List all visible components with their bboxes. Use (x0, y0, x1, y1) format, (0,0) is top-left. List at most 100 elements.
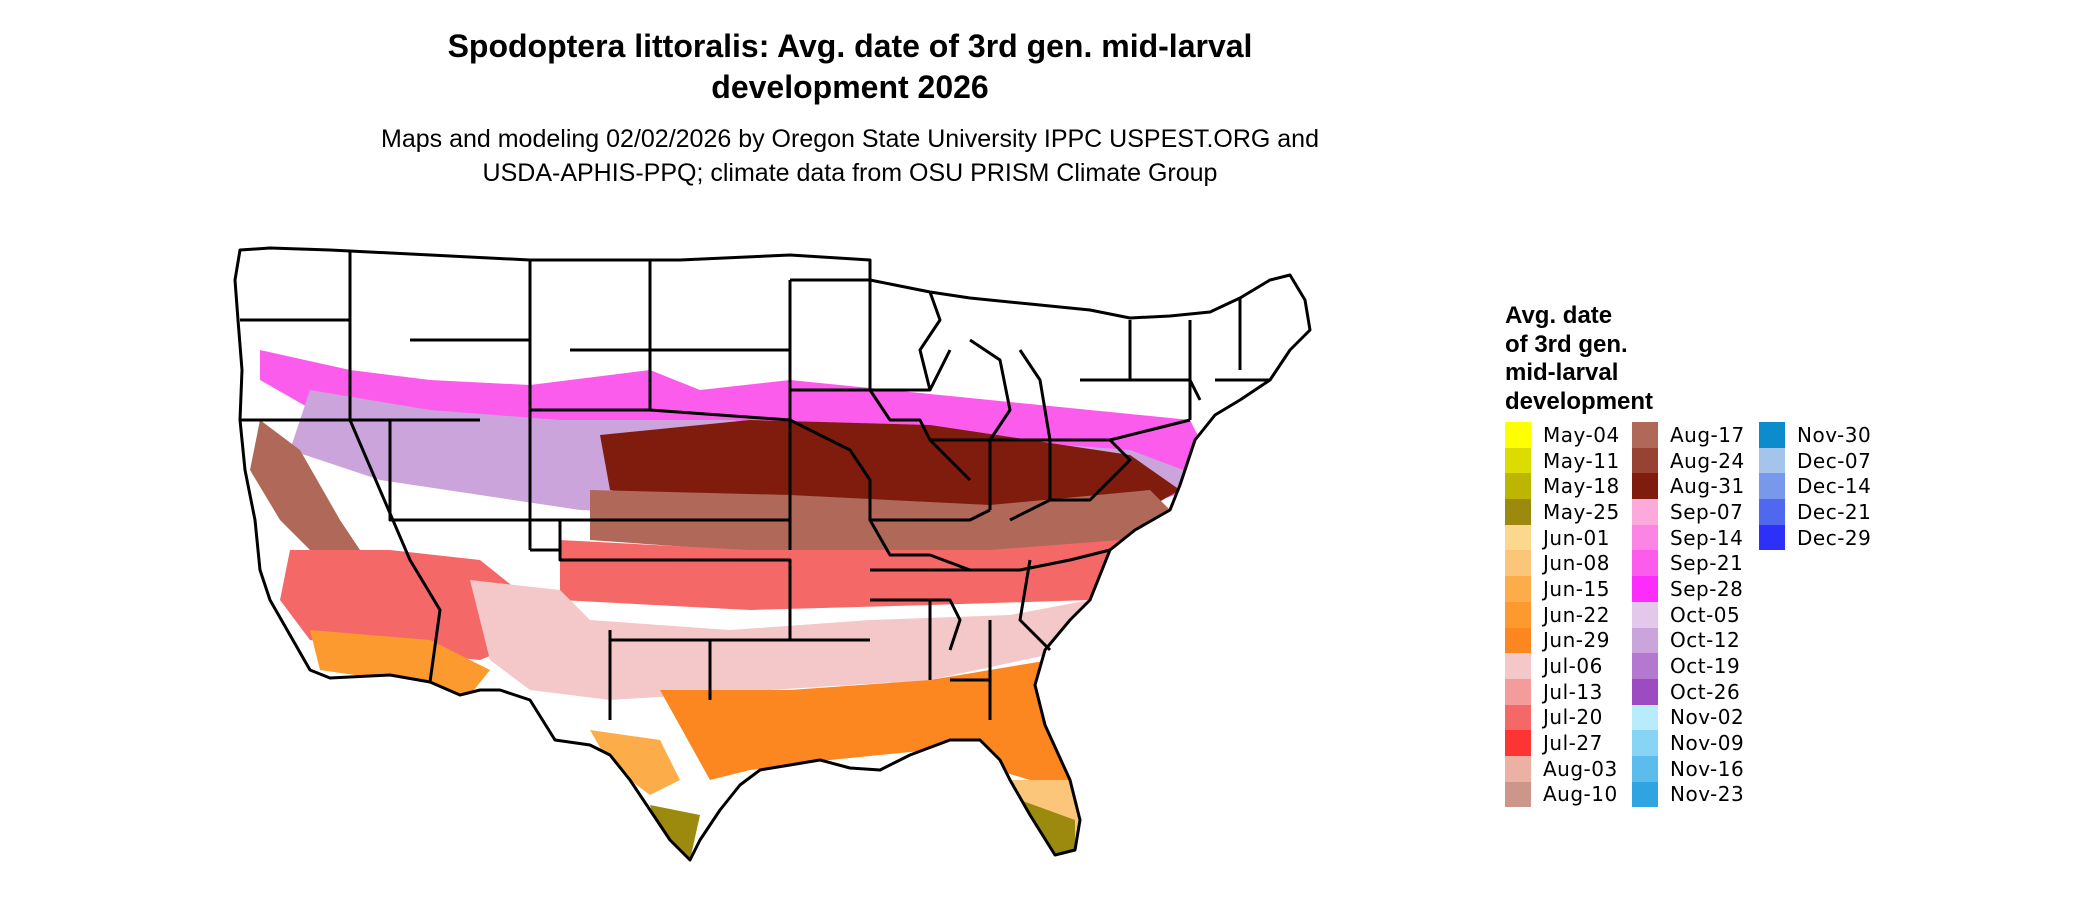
legend-label: Sep-14 (1670, 525, 1744, 550)
legend-swatch (1505, 524, 1531, 551)
legend-swatch (1759, 473, 1785, 500)
legend-item: Nov-30 (1759, 422, 1871, 448)
legend-label: Sep-28 (1670, 576, 1744, 601)
legend-swatch (1505, 576, 1531, 602)
legend-swatch (1505, 781, 1531, 808)
legend-item: Jul-20 (1505, 704, 1620, 731)
legend-swatch (1632, 704, 1658, 731)
legend-label: Dec-21 (1797, 499, 1872, 524)
legend-item: Dec-29 (1759, 524, 1872, 551)
legend-item: May-25 (1505, 499, 1620, 525)
legend-label: Jun-08 (1543, 551, 1610, 576)
legend-label: Aug-10 (1543, 782, 1618, 807)
legend-swatch (1632, 653, 1658, 679)
legend-title: Avg. date of 3rd gen. mid-larval develop… (1505, 302, 1653, 416)
legend-item: Sep-14 (1632, 524, 1745, 551)
legend-swatch (1505, 473, 1531, 500)
legend-label: Oct-12 (1670, 628, 1741, 653)
legend-swatch (1505, 422, 1531, 448)
legend-swatch (1632, 524, 1658, 551)
legend-item: Jul-06 (1505, 653, 1620, 679)
legend-title-line-2: of 3rd gen. (1505, 330, 1628, 358)
legend-swatch (1505, 653, 1531, 679)
legend-label: Aug-31 (1670, 474, 1745, 499)
legend-label: Dec-14 (1797, 474, 1872, 499)
legend-swatch (1632, 730, 1658, 756)
legend-swatch (1505, 447, 1531, 474)
legend-label: Dec-29 (1797, 525, 1872, 550)
legend-label: May-11 (1543, 448, 1620, 473)
legend-label: Oct-05 (1670, 602, 1741, 627)
legend-swatch (1505, 550, 1531, 577)
legend-item: Dec-07 (1759, 447, 1872, 474)
legend-title-line-1: Avg. date (1505, 302, 1613, 329)
map-subtitle: Maps and modeling 02/02/2026 by Oregon S… (290, 122, 1410, 190)
legend-swatch (1632, 781, 1658, 808)
legend-item: Nov-23 (1632, 781, 1745, 808)
legend-item: May-11 (1505, 447, 1620, 474)
legend-label: Sep-07 (1670, 499, 1744, 524)
legend-item: Nov-16 (1632, 755, 1745, 782)
map-subtitle-line-1: Maps and modeling 02/02/2026 by Oregon S… (381, 125, 1319, 153)
legend-label: Jun-29 (1543, 628, 1610, 653)
legend-item: Aug-17 (1632, 422, 1745, 448)
legend-swatch (1632, 576, 1658, 602)
legend-label: Dec-07 (1797, 448, 1872, 473)
legend-label: Nov-02 (1670, 705, 1745, 730)
legend-item: Aug-03 (1505, 755, 1620, 782)
legend-swatch (1632, 473, 1658, 500)
legend-label: Jul-06 (1543, 654, 1603, 679)
legend-item: Oct-26 (1632, 678, 1745, 705)
legend-item: Nov-02 (1632, 704, 1745, 731)
legend-label: Jul-27 (1543, 731, 1603, 756)
legend-swatch (1759, 447, 1785, 474)
legend-column-1: May-04 May-11 May-18 May-25 Jun-01 Jun-08 Jun-… (1505, 422, 1620, 808)
legend-item: Jun-22 (1505, 601, 1620, 628)
legend-swatch (1759, 524, 1785, 551)
legend-swatch (1759, 499, 1785, 525)
legend-swatch (1632, 422, 1658, 448)
legend-item: Aug-24 (1632, 447, 1745, 474)
legend-swatch (1632, 755, 1658, 782)
legend-item: Aug-10 (1505, 781, 1620, 808)
legend-label: Jul-13 (1543, 679, 1603, 704)
map-title-line-1: Spodoptera littoralis: Avg. date of 3rd … (447, 28, 1253, 64)
legend-item: Sep-07 (1632, 499, 1745, 525)
legend-swatch (1632, 550, 1658, 577)
legend-label: Jun-01 (1543, 525, 1610, 550)
legend-item: Jun-15 (1505, 576, 1620, 602)
legend-swatch (1632, 627, 1658, 654)
legend-item: Sep-28 (1632, 576, 1745, 602)
legend-item: Nov-09 (1632, 730, 1745, 756)
legend-swatch (1505, 730, 1531, 756)
legend-label: Aug-03 (1543, 756, 1618, 781)
legend-swatch (1505, 755, 1531, 782)
legend-swatch (1505, 601, 1531, 628)
legend-column-3: Nov-30 Dec-07 Dec-14 Dec-21 Dec-29 (1759, 422, 1872, 551)
legend-swatch (1632, 447, 1658, 474)
legend-item: Dec-14 (1759, 473, 1872, 500)
legend-item: Oct-12 (1632, 627, 1745, 654)
legend-swatch (1632, 499, 1658, 525)
legend-title-line-3: mid-larval (1505, 359, 1619, 386)
legend-swatch (1505, 499, 1531, 525)
legend-item: Oct-05 (1632, 601, 1745, 628)
legend-label: Aug-17 (1670, 422, 1745, 447)
legend-item: Dec-21 (1759, 499, 1871, 525)
legend-item: Jul-27 (1505, 730, 1620, 756)
legend-label: May-18 (1543, 474, 1620, 499)
legend-label: Oct-19 (1670, 654, 1741, 679)
legend-label: Aug-24 (1670, 448, 1745, 473)
legend-label: Nov-30 (1797, 422, 1872, 447)
legend-item: Aug-31 (1632, 473, 1745, 500)
legend-item: Jul-13 (1505, 678, 1620, 705)
legend-label: Jul-20 (1543, 705, 1603, 730)
us-map (233, 246, 1312, 862)
legend-item: Sep-21 (1632, 550, 1745, 577)
legend-label: Jun-15 (1543, 576, 1610, 601)
legend-swatch (1505, 627, 1531, 654)
legend-item: Jun-08 (1505, 550, 1620, 577)
legend-column-2: Aug-17 Aug-24 Aug-31 Sep-07 Sep-14 Sep-21 Sep-… (1632, 422, 1745, 808)
legend-title-line-4: development (1505, 387, 1654, 415)
legend-label: May-25 (1543, 499, 1620, 524)
